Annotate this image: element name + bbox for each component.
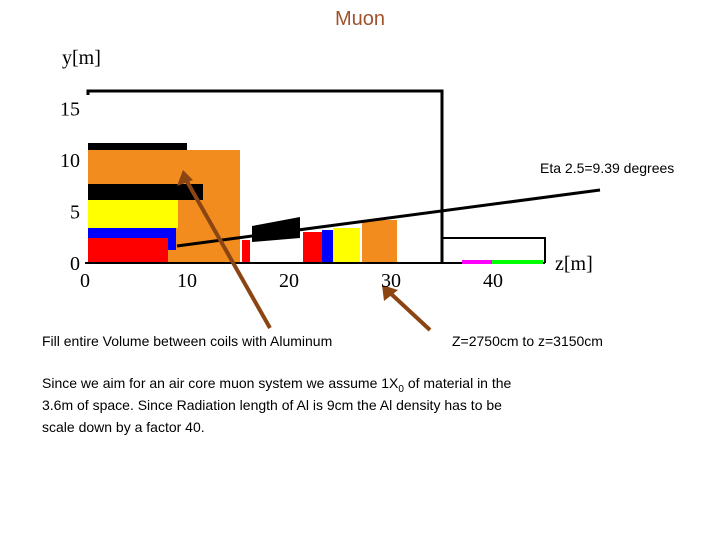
red-block — [242, 240, 250, 263]
paragraph-line: Since we aim for an air core muon system… — [42, 375, 512, 395]
z-tick-label: 40 — [483, 270, 503, 292]
text: of material in the — [404, 375, 512, 391]
blue-block — [322, 230, 333, 263]
slide-title: Muon — [335, 8, 385, 30]
y-axis-label: y[m] — [62, 47, 101, 69]
y-tick-label: 0 — [70, 253, 80, 275]
annotation: Fill entire Volume between coils with Al… — [42, 333, 332, 349]
y-tick-label: 10 — [60, 150, 80, 172]
z-tick-label: 0 — [80, 270, 90, 292]
text: Since we aim for an air core muon system… — [42, 375, 399, 391]
yellow-block — [88, 200, 178, 228]
black-layer — [88, 184, 203, 200]
black-layer — [88, 143, 187, 151]
eta-label: Eta 2.5=9.39 degrees — [540, 160, 674, 176]
yellow-block — [333, 228, 360, 263]
z-tick-label: 20 — [279, 270, 299, 292]
orange-block — [362, 220, 397, 263]
detector-diagram — [85, 89, 601, 332]
y-tick-label: 5 — [70, 202, 80, 224]
outline — [86, 89, 444, 263]
arrow — [386, 289, 432, 332]
z-axis-label: z[m] — [555, 253, 593, 275]
annotation: Z=2750cm to z=3150cm — [452, 333, 603, 349]
outline — [442, 237, 546, 263]
red-block — [303, 232, 322, 263]
paragraph-line: 3.6m of space. Since Radiation length of… — [42, 397, 502, 413]
paragraph-line: scale down by a factor 40. — [42, 419, 205, 435]
arrow-head — [177, 170, 193, 186]
z-tick-label: 10 — [177, 270, 197, 292]
arrow — [183, 177, 272, 329]
red-block — [88, 238, 168, 263]
z-tick-label: 30 — [381, 270, 401, 292]
subscript: 0 — [398, 384, 404, 395]
arrow-head — [382, 285, 398, 301]
y-tick-label: 15 — [60, 99, 80, 121]
eta-line — [176, 188, 601, 248]
